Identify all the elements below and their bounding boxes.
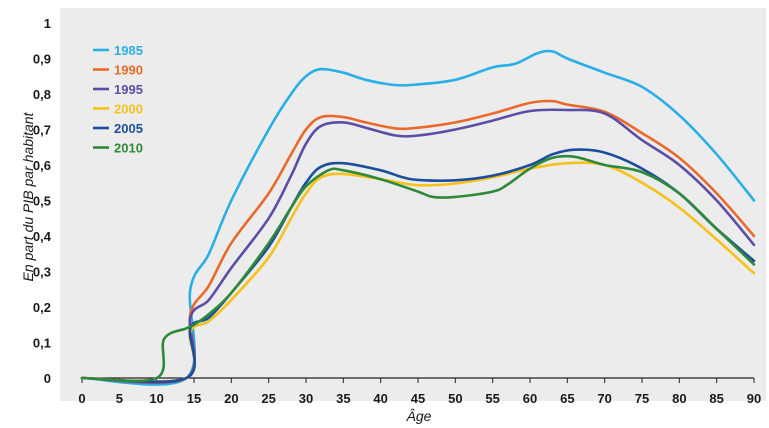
y-tick-label: 0,2 xyxy=(33,300,51,315)
legend-label-1995: 1995 xyxy=(114,82,143,97)
legend-label-1985: 1985 xyxy=(114,43,143,58)
series-line-1990 xyxy=(80,99,756,384)
y-axis: 0 0,1 0,2 0,3 0,4 0,5 0,6 0,7 0,8 0,9 1 xyxy=(33,16,52,386)
x-tick-label: 30 xyxy=(299,391,313,406)
series-line-1985 xyxy=(80,49,756,386)
legend: 1985 1990 1995 2000 2005 2010 xyxy=(93,43,143,156)
series-line-1995 xyxy=(80,108,756,384)
x-tick-label: 70 xyxy=(597,391,611,406)
x-tick-label: 90 xyxy=(747,391,761,406)
x-tick-label: 35 xyxy=(336,391,350,406)
y-tick-label: 0,9 xyxy=(33,52,51,67)
x-tick-label: 75 xyxy=(635,391,649,406)
y-axis-title: En part du PIB par habitant xyxy=(20,111,36,281)
x-tick-label: 40 xyxy=(373,391,387,406)
x-tick-label: 80 xyxy=(672,391,686,406)
plot-area xyxy=(60,8,766,401)
x-tick-label: 60 xyxy=(523,391,537,406)
x-axis-title: Âge xyxy=(406,408,432,424)
series-line-2005 xyxy=(80,148,756,383)
legend-label-2000: 2000 xyxy=(114,102,143,117)
series-layer xyxy=(80,49,756,386)
x-tick-label: 45 xyxy=(411,391,425,406)
x-tick-label: 0 xyxy=(78,391,85,406)
x-tick-label: 5 xyxy=(116,391,123,406)
y-tick-label: 0,4 xyxy=(33,229,52,244)
x-tick-label: 85 xyxy=(709,391,723,406)
y-tick-label: 0,6 xyxy=(33,158,51,173)
x-axis: 0 5 10 15 20 25 30 35 40 45 50 55 60 65 70 75 80 85 90 xyxy=(78,377,761,406)
x-tick-label: 10 xyxy=(149,391,163,406)
x-tick-label: 55 xyxy=(485,391,499,406)
x-tick-label: 20 xyxy=(224,391,238,406)
legend-label-2010: 2010 xyxy=(114,141,143,156)
legend-label-1990: 1990 xyxy=(114,63,143,78)
y-tick-label: 0,3 xyxy=(33,265,51,280)
y-tick-label: 0,1 xyxy=(33,336,51,351)
y-tick-label: 0,8 xyxy=(33,87,51,102)
y-tick-label: 1 xyxy=(44,16,51,31)
x-tick-label: 15 xyxy=(187,391,201,406)
legend-label-2005: 2005 xyxy=(114,121,143,136)
y-tick-label: 0,5 xyxy=(33,194,51,209)
x-tick-label: 65 xyxy=(560,391,574,406)
series-line-2010 xyxy=(80,154,756,383)
x-tick-label: 50 xyxy=(448,391,462,406)
y-tick-label: 0,7 xyxy=(33,123,51,138)
y-tick-label: 0 xyxy=(44,371,51,386)
x-tick-label: 25 xyxy=(261,391,275,406)
